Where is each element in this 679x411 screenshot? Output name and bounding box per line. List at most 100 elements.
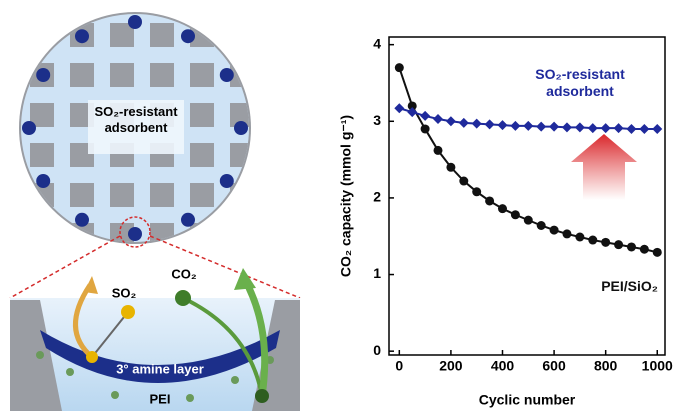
marker — [600, 123, 611, 134]
marker — [549, 225, 559, 235]
wall — [190, 183, 214, 207]
plot-frame — [388, 36, 666, 356]
marker — [484, 119, 495, 130]
zoom-circle — [119, 216, 151, 248]
marker — [588, 235, 598, 245]
marker — [459, 176, 469, 186]
marker — [523, 215, 533, 225]
marker — [407, 107, 418, 118]
wall — [150, 63, 174, 87]
marker — [536, 221, 546, 231]
pocket — [128, 15, 142, 29]
marker — [420, 124, 430, 134]
marker — [549, 121, 560, 132]
pocket — [181, 29, 195, 44]
x-axis-label: Cyclic number — [479, 392, 576, 408]
wall — [110, 63, 134, 87]
zoom-line — [149, 235, 301, 299]
y-tick-label: 2 — [373, 189, 381, 205]
support-label: PEI — [150, 391, 171, 406]
trend-arrow — [571, 134, 637, 200]
pocket — [75, 212, 89, 227]
x-tick-label: 0 — [395, 358, 403, 374]
marker — [562, 229, 572, 239]
pocket — [234, 121, 248, 135]
wall — [110, 223, 134, 242]
x-tick-label: 600 — [542, 358, 566, 374]
y-tick-label: 4 — [373, 35, 381, 51]
pocket — [128, 227, 142, 241]
pocket — [36, 68, 51, 82]
marker — [536, 121, 547, 132]
marker — [394, 63, 404, 73]
marker — [420, 110, 431, 121]
series-label: SO₂-resistant adsorbent — [535, 66, 625, 99]
y-axis-label: CO₂ capacity (mmol g⁻¹) — [338, 115, 354, 277]
wall — [230, 223, 249, 242]
pocket — [22, 121, 36, 135]
co2-label: CO₂ — [171, 266, 197, 281]
marker — [626, 123, 637, 134]
x-tick-label: 200 — [439, 358, 463, 374]
marker — [407, 101, 417, 111]
pocket — [219, 174, 234, 188]
marker — [433, 113, 444, 124]
pocket — [75, 29, 89, 44]
marker — [472, 187, 482, 197]
x-tick-label: 400 — [491, 358, 515, 374]
marker — [574, 122, 585, 133]
marker — [485, 196, 495, 206]
pocket — [36, 174, 51, 188]
marker — [433, 145, 443, 155]
so2-label: SO₂ — [112, 285, 137, 300]
marker — [458, 117, 469, 128]
wall — [190, 103, 214, 127]
amine-label: 3° amine layer — [116, 361, 204, 376]
marker — [446, 162, 456, 172]
marker — [614, 240, 624, 250]
wall — [70, 63, 94, 87]
y-tick-label: 3 — [373, 112, 381, 128]
marker — [652, 247, 662, 257]
wall — [150, 223, 174, 242]
marker — [497, 120, 508, 131]
wall — [230, 103, 249, 127]
wall — [190, 63, 214, 87]
pocket — [181, 212, 195, 227]
y-tick-label: 0 — [373, 342, 381, 358]
x-tick-label: 1000 — [642, 358, 673, 374]
marker — [394, 103, 405, 114]
marker — [613, 123, 624, 134]
wall — [30, 103, 54, 127]
particle-label: SO₂-resistant adsorbent — [94, 104, 178, 135]
series-label: PEI/SiO₂ — [601, 278, 658, 294]
marker — [626, 242, 636, 252]
marker — [497, 204, 507, 214]
marker — [587, 123, 598, 134]
y-tick-label: 1 — [373, 265, 381, 281]
marker — [639, 123, 650, 134]
marker — [523, 120, 534, 131]
wall — [30, 223, 54, 242]
particle — [19, 12, 251, 244]
marker — [471, 118, 482, 129]
wall — [150, 23, 174, 47]
marker — [652, 123, 663, 134]
wall — [110, 183, 134, 207]
marker — [575, 232, 585, 242]
wall — [230, 143, 249, 167]
pore-detail — [10, 268, 300, 411]
wall — [30, 143, 54, 167]
marker — [639, 244, 649, 254]
wall — [110, 23, 134, 47]
pocket — [219, 68, 234, 82]
marker — [561, 122, 572, 133]
zoom-line — [9, 235, 121, 299]
wall — [150, 183, 174, 207]
wall — [30, 23, 54, 47]
marker — [601, 237, 611, 247]
x-tick-label: 800 — [594, 358, 618, 374]
marker — [445, 116, 456, 127]
